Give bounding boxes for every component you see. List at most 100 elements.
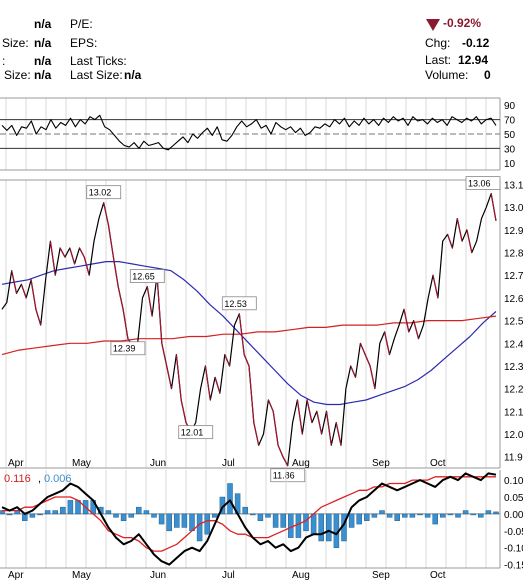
- price-down-segment: [69, 247, 76, 265]
- macd-tick-label: 0.05: [504, 493, 523, 504]
- macd-histogram-bar: [371, 513, 378, 518]
- macd-histogram-bar: [29, 513, 36, 518]
- price-annotation-label: 12.65: [132, 272, 155, 282]
- price-tick-label: 12.5: [504, 317, 523, 328]
- macd-histogram-bar: [181, 513, 188, 528]
- macd-histogram-bar: [379, 510, 385, 515]
- macd-panel: 0.10 0.05 0.00 -0.05 -0.10 -0.15 Apr May Jun Jul A…: [0, 470, 523, 580]
- macd-histogram-bar: [280, 513, 286, 528]
- price-down-segment: [83, 256, 90, 276]
- price-down-segment: [447, 234, 453, 249]
- price-annotation-label: 11.86: [273, 471, 295, 481]
- down-arrow-icon: [426, 19, 440, 31]
- macd-histogram-bar: [394, 513, 400, 521]
- rsi-tick-label: 10: [504, 159, 516, 170]
- macd-histogram-bar: [166, 513, 172, 532]
- price-tick-label: 12.7: [504, 271, 523, 282]
- macd-histogram-bar: [136, 506, 142, 515]
- month-label: Jul: [222, 458, 235, 469]
- price-down-segment: [359, 343, 366, 355]
- month-label: Apr: [8, 458, 24, 469]
- price-down-segment: [277, 445, 284, 457]
- macd-histogram-bar: [462, 510, 469, 515]
- price-tick-label: 12.9: [504, 226, 523, 237]
- price-down-segment: [466, 229, 473, 253]
- macd-histogram-bar: [60, 506, 66, 515]
- month-label: Apr: [8, 570, 24, 580]
- quote-value: n/a: [34, 68, 52, 82]
- macd-histogram-bar: [174, 513, 180, 528]
- macd-histogram-bar: [22, 513, 28, 521]
- quote-label: :: [2, 54, 6, 68]
- month-label: Aug: [292, 570, 310, 580]
- macd-legend-value-2: 0.006: [44, 473, 72, 485]
- macd-tick-label: 0.10: [504, 476, 523, 487]
- price-down-segment: [364, 354, 371, 367]
- macd-histogram-bar: [432, 513, 438, 525]
- price-down-segment: [11, 270, 18, 294]
- macd-histogram-bar: [128, 513, 134, 518]
- month-label: Oct: [430, 458, 446, 469]
- macd-histogram-bar: [318, 513, 324, 542]
- macd-histogram-bar: [204, 513, 210, 535]
- price-down-segment: [350, 365, 357, 378]
- price-annotation-box: [110, 341, 146, 356]
- price-down-segment: [306, 399, 313, 423]
- price-down-segment: [122, 309, 129, 339]
- quote-header: n/a P/E: Size: n/a EPS: : n/a Last Ticks…: [0, 0, 523, 96]
- rsi-line: [1, 114, 497, 151]
- rsi-tick-label: 30: [504, 144, 516, 155]
- macd-histogram-bar: [143, 510, 150, 515]
- price-down-segment: [296, 399, 303, 435]
- price-down-segment: [59, 247, 66, 258]
- macd-histogram-bar: [409, 513, 416, 518]
- price-down-segment: [267, 399, 274, 412]
- month-label: Jun: [150, 570, 166, 580]
- price-tick-label: 12.0: [504, 430, 523, 441]
- price-panel: 13.1 13.0 12.9 12.8 12.7 12.6 12.5 12.4 12.3 12.2…: [0, 176, 523, 483]
- macd-tick-label: 0.00: [504, 510, 523, 521]
- chg-label: Chg:: [425, 36, 451, 50]
- volume-label: Volume:: [425, 68, 469, 82]
- price-down-segment: [456, 218, 463, 242]
- price-down-segment: [78, 247, 85, 258]
- quote-value: n/a: [34, 17, 52, 31]
- price-down-segment: [175, 354, 182, 401]
- price-down-segment: [248, 365, 255, 423]
- quote-label: Size:: [2, 36, 29, 50]
- macd-legend-value-1: 0.116: [4, 473, 31, 485]
- price-down-segment: [146, 286, 153, 317]
- macd-histogram-bar: [417, 513, 423, 516]
- quote-value: n/a: [124, 68, 142, 82]
- macd-line: [1, 472, 497, 566]
- price-down-segment: [117, 286, 124, 310]
- price-ma-short-line: [1, 261, 497, 406]
- macd-tick-label: -0.10: [504, 544, 523, 555]
- price-annotation-box: [178, 425, 214, 440]
- month-label: Oct: [430, 570, 446, 580]
- month-label: May: [72, 570, 91, 580]
- price-down-segment: [204, 365, 211, 401]
- month-label: Sep: [372, 458, 390, 469]
- macd-histogram-bar: [52, 510, 58, 515]
- macd-histogram-bar: [212, 513, 218, 518]
- macd-histogram-bar: [37, 513, 43, 516]
- price-down-segment: [432, 275, 439, 299]
- chg-value: -0.12: [462, 36, 490, 50]
- price-down-segment: [369, 365, 376, 389]
- price-down-segment: [161, 343, 168, 367]
- price-tick-label: 12.8: [504, 249, 523, 260]
- price-down-segment: [49, 241, 56, 276]
- price-down-segment: [112, 257, 119, 287]
- macd-histogram-bar: [265, 513, 271, 518]
- price-tick-label: 12.4: [504, 339, 523, 350]
- price-down-segment: [403, 309, 410, 333]
- macd-histogram-bar: [250, 513, 256, 516]
- macd-tick-label: -0.05: [504, 527, 523, 538]
- price-down-segment: [214, 377, 221, 394]
- price-tick-label: 11.9: [504, 453, 523, 464]
- macd-histogram-bar: [356, 513, 362, 525]
- macd-histogram-bar: [310, 513, 317, 535]
- price-down-segment: [224, 354, 231, 367]
